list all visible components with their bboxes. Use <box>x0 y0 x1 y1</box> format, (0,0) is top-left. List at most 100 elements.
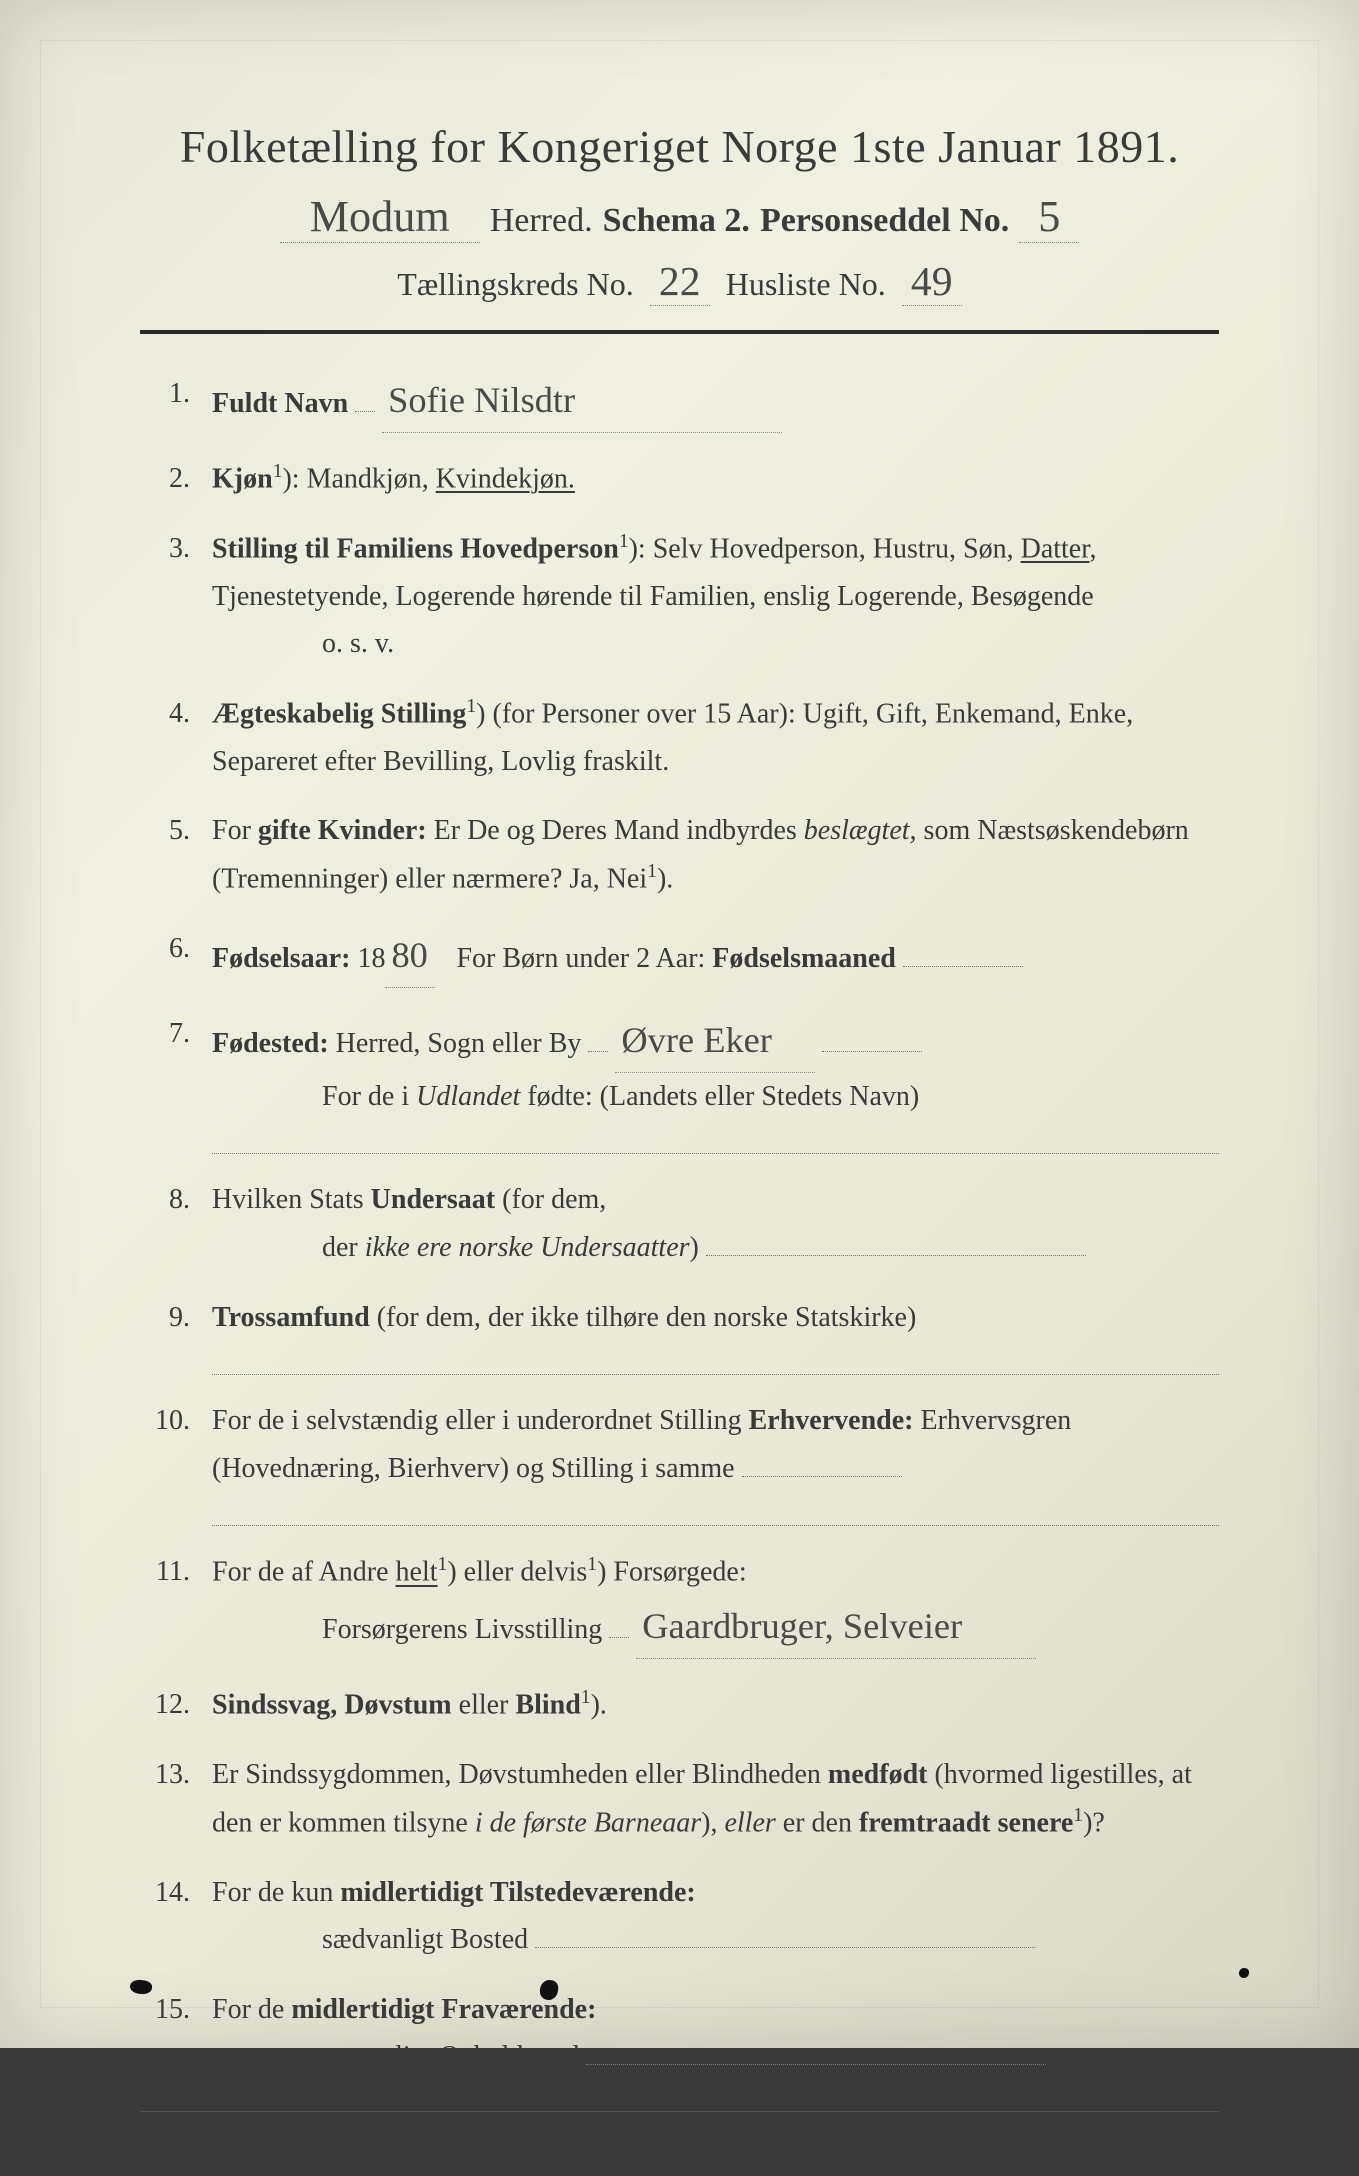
italic: beslægtet, <box>804 815 917 846</box>
text: Hvilken Stats <box>212 1184 371 1215</box>
item-number: 1. <box>148 370 212 418</box>
header-rule <box>140 330 1219 334</box>
item-number: 13. <box>148 1751 212 1799</box>
kreds-handwritten: 22 <box>650 257 710 306</box>
item-body: Ægteskabelig Stilling1) (for Personer ov… <box>212 690 1219 786</box>
bold: Erhvervende: <box>749 1405 914 1436</box>
label-month: Fødselsmaaned <box>712 943 896 974</box>
text: For de i <box>322 1081 416 1112</box>
footer-rule <box>140 2111 1219 2112</box>
label: Fødested: <box>212 1028 329 1059</box>
provider-handwritten: Gaardbruger, Selveier <box>636 1596 1036 1659</box>
dotted-line <box>212 1498 1219 1526</box>
form-title: Folketælling for Kongeriget Norge 1ste J… <box>140 120 1219 173</box>
item-3-relation: 3. Stilling til Familiens Hovedperson1):… <box>148 525 1219 668</box>
underlined: helt <box>396 1557 438 1588</box>
year-prefix: 18 <box>357 943 385 974</box>
item-9-religion: 9. Trossamfund (for dem, der ikke tilhør… <box>148 1294 1219 1376</box>
item-number: 5. <box>148 807 212 855</box>
item-number: 2. <box>148 455 212 503</box>
footnote-ref: 1 <box>581 1687 591 1708</box>
herred-label: Herred. <box>490 202 593 240</box>
footnote-ref: 1 <box>466 696 476 717</box>
form-items: 1. Fuldt Navn Sofie Nilsdtr 2. Kjøn1): M… <box>140 370 1219 2081</box>
item-15-temp-absent: 15. For de midlertidigt Fraværende: anta… <box>148 1986 1219 2081</box>
item-number: 7. <box>148 1010 212 1058</box>
item-13-congenital: 13. Er Sindssygdommen, Døvstumheden elle… <box>148 1751 1219 1847</box>
line2: sædvanligt Bosted <box>212 1916 1219 1964</box>
text: der <box>322 1232 365 1263</box>
form-subheader-2: Tællingskreds No. 22 Husliste No. 49 <box>140 257 1219 306</box>
text: ) eller delvis <box>447 1557 587 1588</box>
text: (for dem, der ikke tilhøre den norske St… <box>377 1302 917 1333</box>
label: Trossamfund <box>212 1302 370 1333</box>
line2: antageligt Opholdssted <box>212 2033 1219 2081</box>
item-number: 8. <box>148 1176 212 1224</box>
footnote-ref: 1 <box>1073 1805 1083 1826</box>
label: Ægteskabelig Stilling <box>212 698 466 729</box>
text: Herred, Sogn eller By <box>336 1028 582 1059</box>
tail: )? <box>1083 1807 1105 1838</box>
footnote-ref: 1 <box>647 861 657 882</box>
underlined-choice: Kvindekjøn. <box>436 463 575 494</box>
dotted-fill <box>586 2037 1046 2065</box>
item-4-marital: 4. Ægteskabelig Stilling1) (for Personer… <box>148 690 1219 786</box>
item-2-sex: 2. Kjøn1): Mandkjøn, Kvindekjøn. <box>148 455 1219 503</box>
item-7-birthplace: 7. Fødested: Herred, Sogn eller By Øvre … <box>148 1010 1219 1154</box>
personseddel-handwritten: 5 <box>1019 191 1079 243</box>
text: Selv Hovedperson, Hustru, Søn, <box>653 533 1014 564</box>
text: eller <box>452 1689 516 1720</box>
dotted-fill <box>535 1920 1035 1948</box>
label: Sindssvag, Døvstum <box>212 1689 452 1720</box>
bold: midlertidigt Tilstedeværende: <box>340 1877 695 1908</box>
item-10-occupation: 10. For de i selvstændig eller i underor… <box>148 1397 1219 1526</box>
text: For Børn under 2 Aar: <box>456 943 705 974</box>
dotted-fill <box>706 1228 1086 1256</box>
bold: Undersaat <box>371 1184 495 1215</box>
dotted-fill <box>588 1024 608 1052</box>
item-body: Kjøn1): Mandkjøn, Kvindekjøn. <box>212 455 1219 503</box>
dotted-fill <box>903 939 1023 967</box>
dotted-fill <box>355 384 375 412</box>
text: fødte: (Landets eller Stedets Navn) <box>520 1081 919 1112</box>
item-body: For de i selvstændig eller i underordnet… <box>212 1397 1219 1526</box>
italic: i de første Barneaar <box>475 1807 701 1838</box>
italic: ikke ere norske Undersaatter <box>365 1232 690 1263</box>
text: Forsørgerens Livsstilling <box>322 1614 602 1645</box>
tail: ). <box>657 863 673 894</box>
item-6-birthyear: 6. Fødselsaar: 1880 For Børn under 2 Aar… <box>148 925 1219 988</box>
schema-label: Schema 2. <box>603 202 750 240</box>
kreds-label: Tællingskreds No. <box>397 266 633 303</box>
text: ) Forsørgede: <box>597 1557 747 1588</box>
item-body: Fuldt Navn Sofie Nilsdtr <box>212 370 1219 433</box>
item-number: 14. <box>148 1869 212 1917</box>
item-number: 3. <box>148 525 212 573</box>
label: Fødselsaar: <box>212 943 350 974</box>
italic: eller <box>724 1807 775 1838</box>
italic: Udlandet <box>416 1081 520 1112</box>
item-number: 10. <box>148 1397 212 1445</box>
label: Fuldt Navn <box>212 388 348 419</box>
bold: medfødt <box>828 1759 928 1790</box>
item-14-temp-present: 14. For de kun midlertidigt Tilstedevære… <box>148 1869 1219 1964</box>
birthplace-handwritten: Øvre Eker <box>615 1010 815 1073</box>
footnote-ref: 1 <box>273 461 283 482</box>
label: Stilling til Familiens Hovedperson <box>212 533 619 564</box>
item-1-name: 1. Fuldt Navn Sofie Nilsdtr <box>148 370 1219 433</box>
text-osv: o. s. v. <box>212 620 1219 668</box>
text: antageligt Opholdssted <box>322 2041 579 2072</box>
text: For de kun <box>212 1877 340 1908</box>
text: ), <box>701 1807 724 1838</box>
item-body: Er Sindssygdommen, Døvstumheden eller Bl… <box>212 1751 1219 1847</box>
item-5-kinship: 5. For gifte Kvinder: Er De og Deres Man… <box>148 807 1219 903</box>
form-header: Folketælling for Kongeriget Norge 1ste J… <box>140 120 1219 306</box>
item-body: Sindssvag, Døvstum eller Blind1). <box>212 1681 1219 1729</box>
text: For de af Andre <box>212 1557 396 1588</box>
footnote-ref: 1 <box>619 531 629 552</box>
text: For de i selvstændig eller i underordnet… <box>212 1405 749 1436</box>
item-12-disability: 12. Sindssvag, Døvstum eller Blind1). <box>148 1681 1219 1729</box>
text: er den <box>783 1807 859 1838</box>
item-body: Fødested: Herred, Sogn eller By Øvre Eke… <box>212 1010 1219 1154</box>
footnote-ref: 1 <box>587 1554 597 1575</box>
dotted-line <box>212 1347 1219 1375</box>
